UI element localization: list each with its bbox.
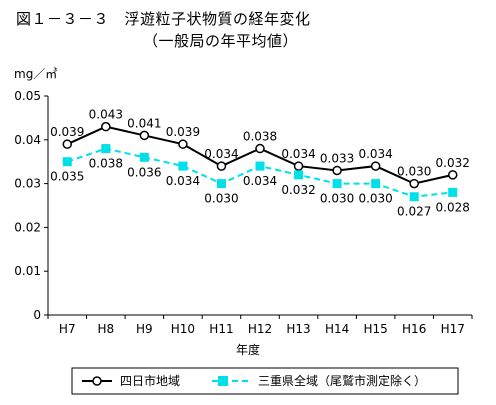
x-axis-label: 年度: [236, 342, 260, 357]
data-label: 0.032: [436, 156, 470, 170]
legend-box: [71, 367, 459, 395]
data-point: [409, 192, 419, 202]
data-point: [139, 130, 150, 141]
data-point: [371, 179, 381, 189]
x-tick-label: H7: [59, 322, 76, 336]
data-label: 0.034: [166, 174, 200, 188]
data-point: [178, 161, 188, 171]
x-tick-label: H16: [402, 322, 426, 336]
x-tick-label: H9: [136, 322, 153, 336]
chart-title: 図１－３－３ 浮遊粒子状物質の経年変化: [16, 10, 311, 28]
data-label: 0.028: [436, 200, 470, 214]
x-tick-label: H11: [209, 322, 233, 336]
x-tick-label: H14: [325, 322, 349, 336]
data-point: [62, 139, 73, 149]
y-tick-label: 0.05: [14, 89, 41, 103]
data-point: [101, 144, 111, 154]
y-axis-label: mg／㎥: [14, 67, 57, 81]
legend-label-1: 四日市地域: [120, 373, 180, 388]
data-point: [255, 161, 265, 171]
chart-series: 0.039 0.043 0.041 0.039 0.034 0.038 0.034 0.033…: [50, 108, 470, 219]
data-label: 0.034: [243, 174, 277, 188]
data-label: 0.038: [89, 157, 123, 171]
x-tick-label: H10: [171, 322, 195, 336]
y-tick-label: 0.01: [14, 264, 41, 278]
data-point: [101, 121, 111, 132]
data-label: 0.038: [243, 130, 277, 144]
chart-axes: 0 0.01 0.02 0.03 0.04 0.05 H7 H8 H9 H10 H11 H12 H13 H…: [14, 89, 473, 336]
data-point: [370, 161, 381, 171]
x-tick-label: H8: [97, 322, 114, 336]
data-label: 0.030: [204, 192, 238, 206]
data-point: [447, 170, 458, 180]
data-label: 0.030: [358, 192, 392, 206]
data-point: [294, 170, 304, 180]
legend-marker-2: [218, 376, 228, 386]
series-line-2: [66, 147, 453, 198]
data-label: 0.034: [204, 147, 238, 161]
data-label: 0.039: [50, 125, 84, 139]
data-point: [178, 139, 188, 149]
y-tick-label: 0: [33, 308, 41, 322]
data-point: [216, 161, 227, 171]
data-point: [255, 143, 265, 154]
data-label: 0.027: [397, 205, 431, 219]
data-label: 0.039: [166, 125, 200, 139]
data-label: 0.035: [50, 170, 84, 184]
y-tick-label: 0.04: [14, 133, 41, 147]
x-tick-label: H17: [441, 322, 465, 336]
chart-subtitle: （一般局の年平均値）: [143, 32, 299, 50]
legend-marker-1: [92, 376, 102, 386]
data-label: 0.041: [127, 116, 161, 130]
x-tick-label: H13: [286, 322, 310, 336]
legend-label-2: 三重県全域（尾鷲市測定除く）: [258, 373, 426, 388]
data-label: 0.036: [127, 165, 161, 179]
y-tick-label: 0.03: [14, 177, 41, 191]
data-point: [332, 179, 342, 189]
data-label: 0.043: [89, 108, 123, 122]
data-point: [293, 161, 304, 171]
data-label: 0.030: [397, 165, 431, 179]
data-point: [448, 187, 458, 197]
data-point: [409, 178, 419, 189]
data-label: 0.034: [358, 147, 392, 161]
chart-legend: 四日市地域 三重県全域（尾鷲市測定除く）: [71, 367, 459, 395]
data-label: 0.033: [320, 151, 354, 165]
data-label: 0.030: [320, 192, 354, 206]
data-point: [332, 165, 342, 176]
data-point: [216, 179, 226, 189]
x-tick-label: H15: [363, 322, 387, 336]
data-label: 0.032: [281, 183, 315, 197]
data-label: 0.034: [281, 147, 315, 161]
x-tick-label: H12: [248, 322, 272, 336]
data-point: [62, 157, 72, 167]
data-point: [139, 152, 149, 162]
y-tick-label: 0.02: [14, 220, 41, 234]
